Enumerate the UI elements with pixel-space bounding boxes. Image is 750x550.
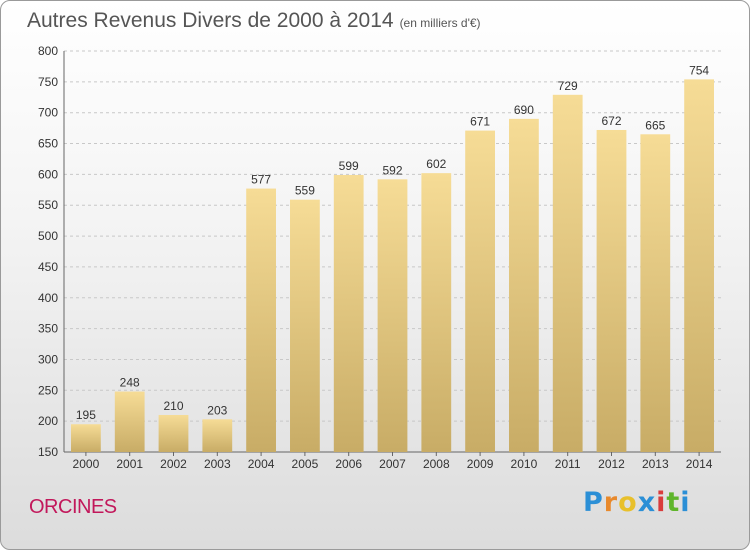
logo-letter: t	[666, 487, 681, 518]
bar	[333, 175, 364, 453]
logo-letter: x	[637, 487, 657, 518]
x-tick-label: 2008	[423, 457, 450, 471]
data-label: 203	[207, 403, 227, 417]
y-tick-label: 500	[38, 229, 58, 243]
logo-letter: o	[618, 487, 638, 518]
x-tick-label: 2011	[555, 457, 581, 471]
bar	[158, 414, 189, 452]
bar	[71, 424, 101, 452]
bar	[465, 130, 495, 453]
proxiti-logo: Proxiti	[583, 487, 691, 518]
x-tick-label: 2002	[160, 457, 187, 471]
data-label: 599	[339, 159, 359, 173]
y-tick-label: 650	[38, 137, 58, 151]
data-label: 592	[382, 163, 402, 177]
logo-letter: i	[680, 487, 691, 518]
data-label: 665	[645, 118, 665, 132]
y-tick-label: 150	[38, 445, 58, 459]
x-tick-label: 2013	[642, 457, 669, 471]
data-label: 195	[76, 408, 96, 422]
bar	[640, 134, 671, 453]
x-tick-label: 2004	[248, 457, 275, 471]
bar	[114, 391, 145, 452]
bar	[202, 419, 233, 452]
bar	[290, 199, 320, 452]
data-label: 577	[251, 173, 271, 187]
y-tick-label: 700	[38, 106, 58, 120]
bar	[596, 129, 627, 452]
data-label: 559	[295, 184, 315, 198]
y-tick-label: 300	[38, 352, 58, 366]
bar	[552, 94, 583, 452]
data-label: 690	[514, 103, 534, 117]
data-label: 602	[426, 157, 446, 171]
chart-title: Autres Revenus Divers de 2000 à 2014 (en …	[27, 9, 481, 33]
data-label: 248	[120, 376, 140, 390]
bar	[684, 79, 714, 452]
data-label: 671	[470, 115, 490, 129]
bar	[421, 173, 452, 453]
x-tick-label: 2006	[335, 457, 362, 471]
y-tick-label: 800	[38, 44, 58, 58]
data-label: 729	[558, 79, 578, 93]
x-tick-label: 2000	[73, 457, 100, 471]
x-tick-label: 2014	[686, 457, 713, 471]
logo-letter: i	[656, 487, 667, 518]
data-label: 754	[689, 63, 709, 77]
bar	[246, 188, 276, 452]
x-tick-label: 2001	[116, 457, 143, 471]
chart-title-text: Autres Revenus Divers de 2000 à 2014	[27, 9, 394, 32]
y-tick-label: 400	[38, 291, 58, 305]
x-tick-label: 2010	[511, 457, 538, 471]
x-tick-label: 2003	[204, 457, 231, 471]
x-tick-label: 2005	[292, 457, 319, 471]
y-tick-label: 450	[38, 260, 58, 274]
logo-letter: r	[603, 487, 619, 518]
y-tick-label: 550	[38, 198, 58, 212]
y-tick-label: 200	[38, 414, 58, 428]
chart-unit: (en milliers d'€)	[399, 16, 481, 30]
y-tick-label: 600	[38, 167, 58, 181]
y-tick-label: 250	[38, 383, 58, 397]
x-tick-label: 2007	[379, 457, 406, 471]
logo-letter: P	[583, 487, 604, 518]
y-tick-label: 350	[38, 322, 58, 336]
y-tick-label: 750	[38, 75, 58, 89]
bar	[509, 118, 539, 452]
data-label: 210	[163, 399, 183, 413]
x-tick-label: 2009	[467, 457, 494, 471]
commune-name: ORCINES	[29, 496, 117, 518]
x-tick-label: 2012	[598, 457, 625, 471]
bar	[377, 179, 408, 452]
data-label: 672	[601, 114, 621, 128]
